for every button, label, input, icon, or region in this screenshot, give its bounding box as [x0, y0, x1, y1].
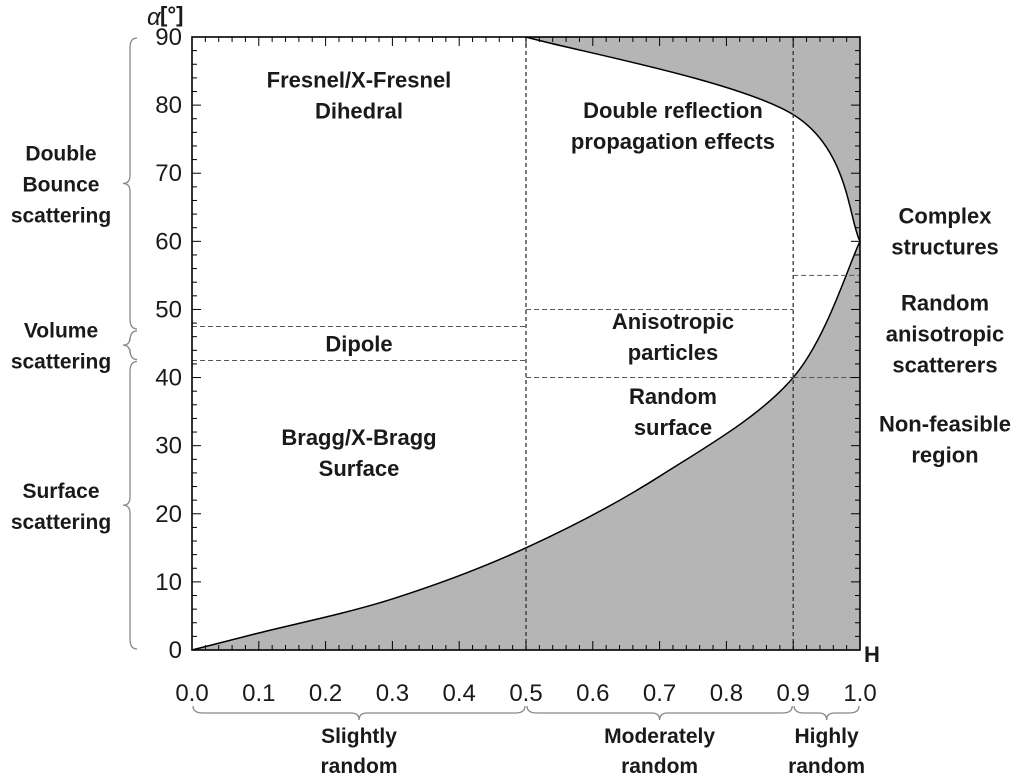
- divider-lines-layer: [192, 37, 860, 650]
- left-group-label-line: scattering: [11, 511, 111, 534]
- labels-layer: Fresnel/X-Fresnel Dihedral Dipole Bragg/X-B…: [11, 67, 1011, 776]
- bottom-group-label-line: random: [788, 755, 865, 776]
- left-group-label-line: Surface: [22, 480, 99, 503]
- right-side-label-line: scatterers: [892, 352, 997, 377]
- x-tick-label: 0.1: [242, 680, 275, 707]
- y-tick-label: 80: [155, 92, 182, 119]
- right-side-label-line: Complex: [899, 204, 993, 229]
- region-label: Double reflection propagation effects: [571, 98, 775, 154]
- x-tick-label: 0.3: [376, 680, 409, 707]
- bottom-group-brace: [793, 705, 860, 721]
- region-label-line: Fresnel/X-Fresnel: [267, 67, 452, 92]
- bottom-group-label: Slightly random: [320, 725, 397, 776]
- right-side-label-line: anisotropic: [886, 321, 1005, 346]
- left-group-label-line: Bounce: [22, 173, 99, 196]
- x-tick-label: 0.2: [309, 680, 342, 707]
- left-group-label-line: scattering: [11, 204, 111, 227]
- left-group-label-line: Double: [25, 142, 96, 165]
- bottom-group-label-line: random: [621, 755, 698, 776]
- y-tick-label: 20: [155, 501, 182, 528]
- region-label-line: Random: [629, 384, 717, 409]
- y-tick-label: 90: [155, 24, 182, 51]
- y-tick-label: 0: [169, 637, 182, 664]
- x-tick-label: 0.7: [643, 680, 676, 707]
- region-label-line: Double reflection: [583, 98, 763, 123]
- y-tick-label: 70: [155, 160, 182, 187]
- bottom-group-label-line: Highly: [795, 725, 859, 748]
- bottom-group-label-line: random: [320, 755, 397, 776]
- y-tick-label: 40: [155, 365, 182, 392]
- region-label-line: surface: [634, 415, 712, 440]
- left-group-label-line: scattering: [11, 351, 111, 374]
- region-label: Random surface: [629, 384, 717, 440]
- region-label-line: Surface: [319, 456, 400, 481]
- non-feasible-upper-area: [526, 37, 860, 242]
- left-group-brace: [122, 37, 138, 330]
- region-label-line: propagation effects: [571, 129, 775, 154]
- y-tick-label: 10: [155, 569, 182, 596]
- left-group-label: Volume scattering: [11, 320, 111, 374]
- right-side-label-line: structures: [891, 235, 999, 260]
- y-tick-label: 60: [155, 228, 182, 255]
- x-tick-label: 0.0: [175, 680, 208, 707]
- left-group-label: Double Bounce scattering: [11, 142, 111, 227]
- x-tick-label: 1.0: [843, 680, 876, 707]
- x-tick-label: 0.4: [443, 680, 476, 707]
- x-tick-label: 0.6: [576, 680, 609, 707]
- axes-layer: 0.0 0.1 0.2 0.3 0.4 0.5 0.6 0.7 0.8 0.9 1.0 0 10 20 30…: [147, 2, 880, 707]
- bottom-group-brace: [526, 705, 793, 721]
- region-label: Dipole: [325, 332, 392, 357]
- region-label-line: Dipole: [325, 332, 392, 357]
- x-axis-title: H: [864, 642, 880, 667]
- region-label-line: Bragg/X-Bragg: [281, 425, 436, 450]
- y-axis-symbol: α: [147, 4, 162, 31]
- y-tick-label: 50: [155, 296, 182, 323]
- non-feasible-lower-area: [192, 241, 860, 651]
- right-side-label: Random anisotropic scatterers: [886, 290, 1005, 377]
- x-tick-label: 0.9: [777, 680, 810, 707]
- bottom-group-brace: [192, 705, 526, 721]
- left-group-label-line: Volume: [24, 320, 98, 343]
- right-side-label: Non-feasible region: [879, 411, 1011, 467]
- bottom-group-label: Highly random: [788, 725, 865, 776]
- x-tick-label: 0.5: [509, 680, 542, 707]
- braces-layer: [122, 37, 860, 721]
- region-label: Anisotropic particles: [612, 309, 734, 365]
- region-label-line: particles: [628, 340, 719, 365]
- region-label: Bragg/X-Bragg Surface: [281, 425, 436, 481]
- right-side-label-line: Non-feasible: [879, 411, 1011, 436]
- region-label: Fresnel/X-Fresnel Dihedral: [267, 67, 452, 123]
- right-side-label-line: region: [911, 442, 978, 467]
- right-side-label: Complex structures: [891, 204, 999, 260]
- bottom-group-label-line: Slightly: [321, 725, 397, 748]
- feasible-boundary-upper-line: [525, 36, 861, 242]
- region-label-line: Anisotropic: [612, 309, 734, 334]
- y-axis-unit: [°]: [160, 2, 183, 27]
- right-side-label-line: Random: [901, 290, 989, 315]
- region-label-line: Dihedral: [315, 98, 403, 123]
- left-group-brace: [122, 360, 138, 650]
- left-group-label: Surface scattering: [11, 480, 111, 534]
- x-tick-label: 0.8: [710, 680, 743, 707]
- left-group-brace: [122, 330, 138, 361]
- y-tick-label: 30: [155, 433, 182, 460]
- bottom-group-label-line: Moderately: [604, 725, 715, 748]
- bottom-group-label: Moderately random: [604, 725, 715, 776]
